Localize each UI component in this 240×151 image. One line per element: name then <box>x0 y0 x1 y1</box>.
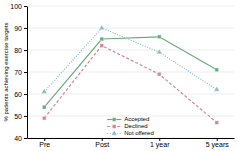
y-tick: 80 <box>14 47 27 54</box>
series-line <box>44 46 217 123</box>
y-tick: 50 <box>14 113 27 120</box>
grid-line <box>27 94 234 95</box>
x-tick-label: Pre <box>39 141 50 148</box>
legend: AcceptedDeclinedNot offered <box>107 116 154 136</box>
y-tick-mark <box>24 28 27 29</box>
point <box>214 86 220 91</box>
x-tick-label: 5 years <box>206 141 229 149</box>
x-tick: 5 years <box>206 138 229 149</box>
legend-marker <box>112 125 116 129</box>
point <box>100 44 104 48</box>
chart: 40 50 60 70 80 90 100 Pre Post 1 year 5 years Accep… <box>0 0 240 151</box>
legend-label: Accepted <box>124 116 149 122</box>
point <box>157 72 161 76</box>
marks <box>41 25 219 125</box>
y-tick-label: 60 <box>14 91 22 98</box>
point <box>99 25 105 30</box>
y-tick-mark <box>24 138 27 139</box>
point <box>215 121 219 125</box>
y-tick-mark <box>24 94 27 95</box>
y-tick-mark <box>24 6 27 7</box>
point <box>156 49 162 54</box>
point <box>157 35 161 39</box>
grid-line <box>27 6 234 7</box>
legend-item: Not offered <box>107 130 154 136</box>
y-tick: 60 <box>14 91 27 98</box>
y-axis-line <box>27 7 28 139</box>
y-tick-label: 70 <box>14 69 22 76</box>
legend-marker <box>111 130 117 135</box>
y-tick: 40 <box>14 135 27 142</box>
y-tick-label: 80 <box>14 47 22 54</box>
x-tick: Pre <box>39 138 50 148</box>
legend-label: Not offered <box>124 130 154 136</box>
y-tick-label: 90 <box>14 25 22 32</box>
y-tick-label: 40 <box>14 135 22 142</box>
point <box>42 116 46 120</box>
x-tick-label: 1 year <box>150 141 170 149</box>
y-tick: 70 <box>14 69 27 76</box>
series-line <box>44 37 217 107</box>
y-tick-mark <box>24 50 27 51</box>
grid-line <box>27 28 234 29</box>
plot: 40 50 60 70 80 90 100 Pre Post 1 year 5 years Accep… <box>10 3 234 149</box>
legend-item: Declined <box>107 123 147 129</box>
y-tick-label: 50 <box>14 113 22 120</box>
y-tick-mark <box>24 116 27 117</box>
legend-label: Declined <box>124 123 147 129</box>
grid <box>27 6 234 138</box>
x-axis: Pre Post 1 year 5 years <box>28 138 235 149</box>
y-tick: 90 <box>14 25 27 32</box>
point <box>100 37 104 41</box>
legend-marker <box>112 118 116 122</box>
point <box>41 89 47 94</box>
point <box>215 68 219 72</box>
series-line <box>44 28 217 92</box>
y-axis: 40 50 60 70 80 90 100 <box>10 3 27 142</box>
y-tick-mark <box>24 72 27 73</box>
grid-line <box>27 50 234 51</box>
x-tick: Post <box>95 138 109 148</box>
x-tick-label: Post <box>95 141 109 148</box>
x-tick: 1 year <box>150 138 170 149</box>
grid-line <box>27 138 234 139</box>
y-axis-title: % patients achieving exercise targets <box>3 22 9 121</box>
point <box>42 105 46 109</box>
y-tick: 100 <box>10 3 27 10</box>
x-axis-line <box>28 138 235 139</box>
legend-item: Accepted <box>107 116 149 122</box>
grid-line <box>27 72 234 73</box>
y-tick-label: 100 <box>10 3 22 10</box>
